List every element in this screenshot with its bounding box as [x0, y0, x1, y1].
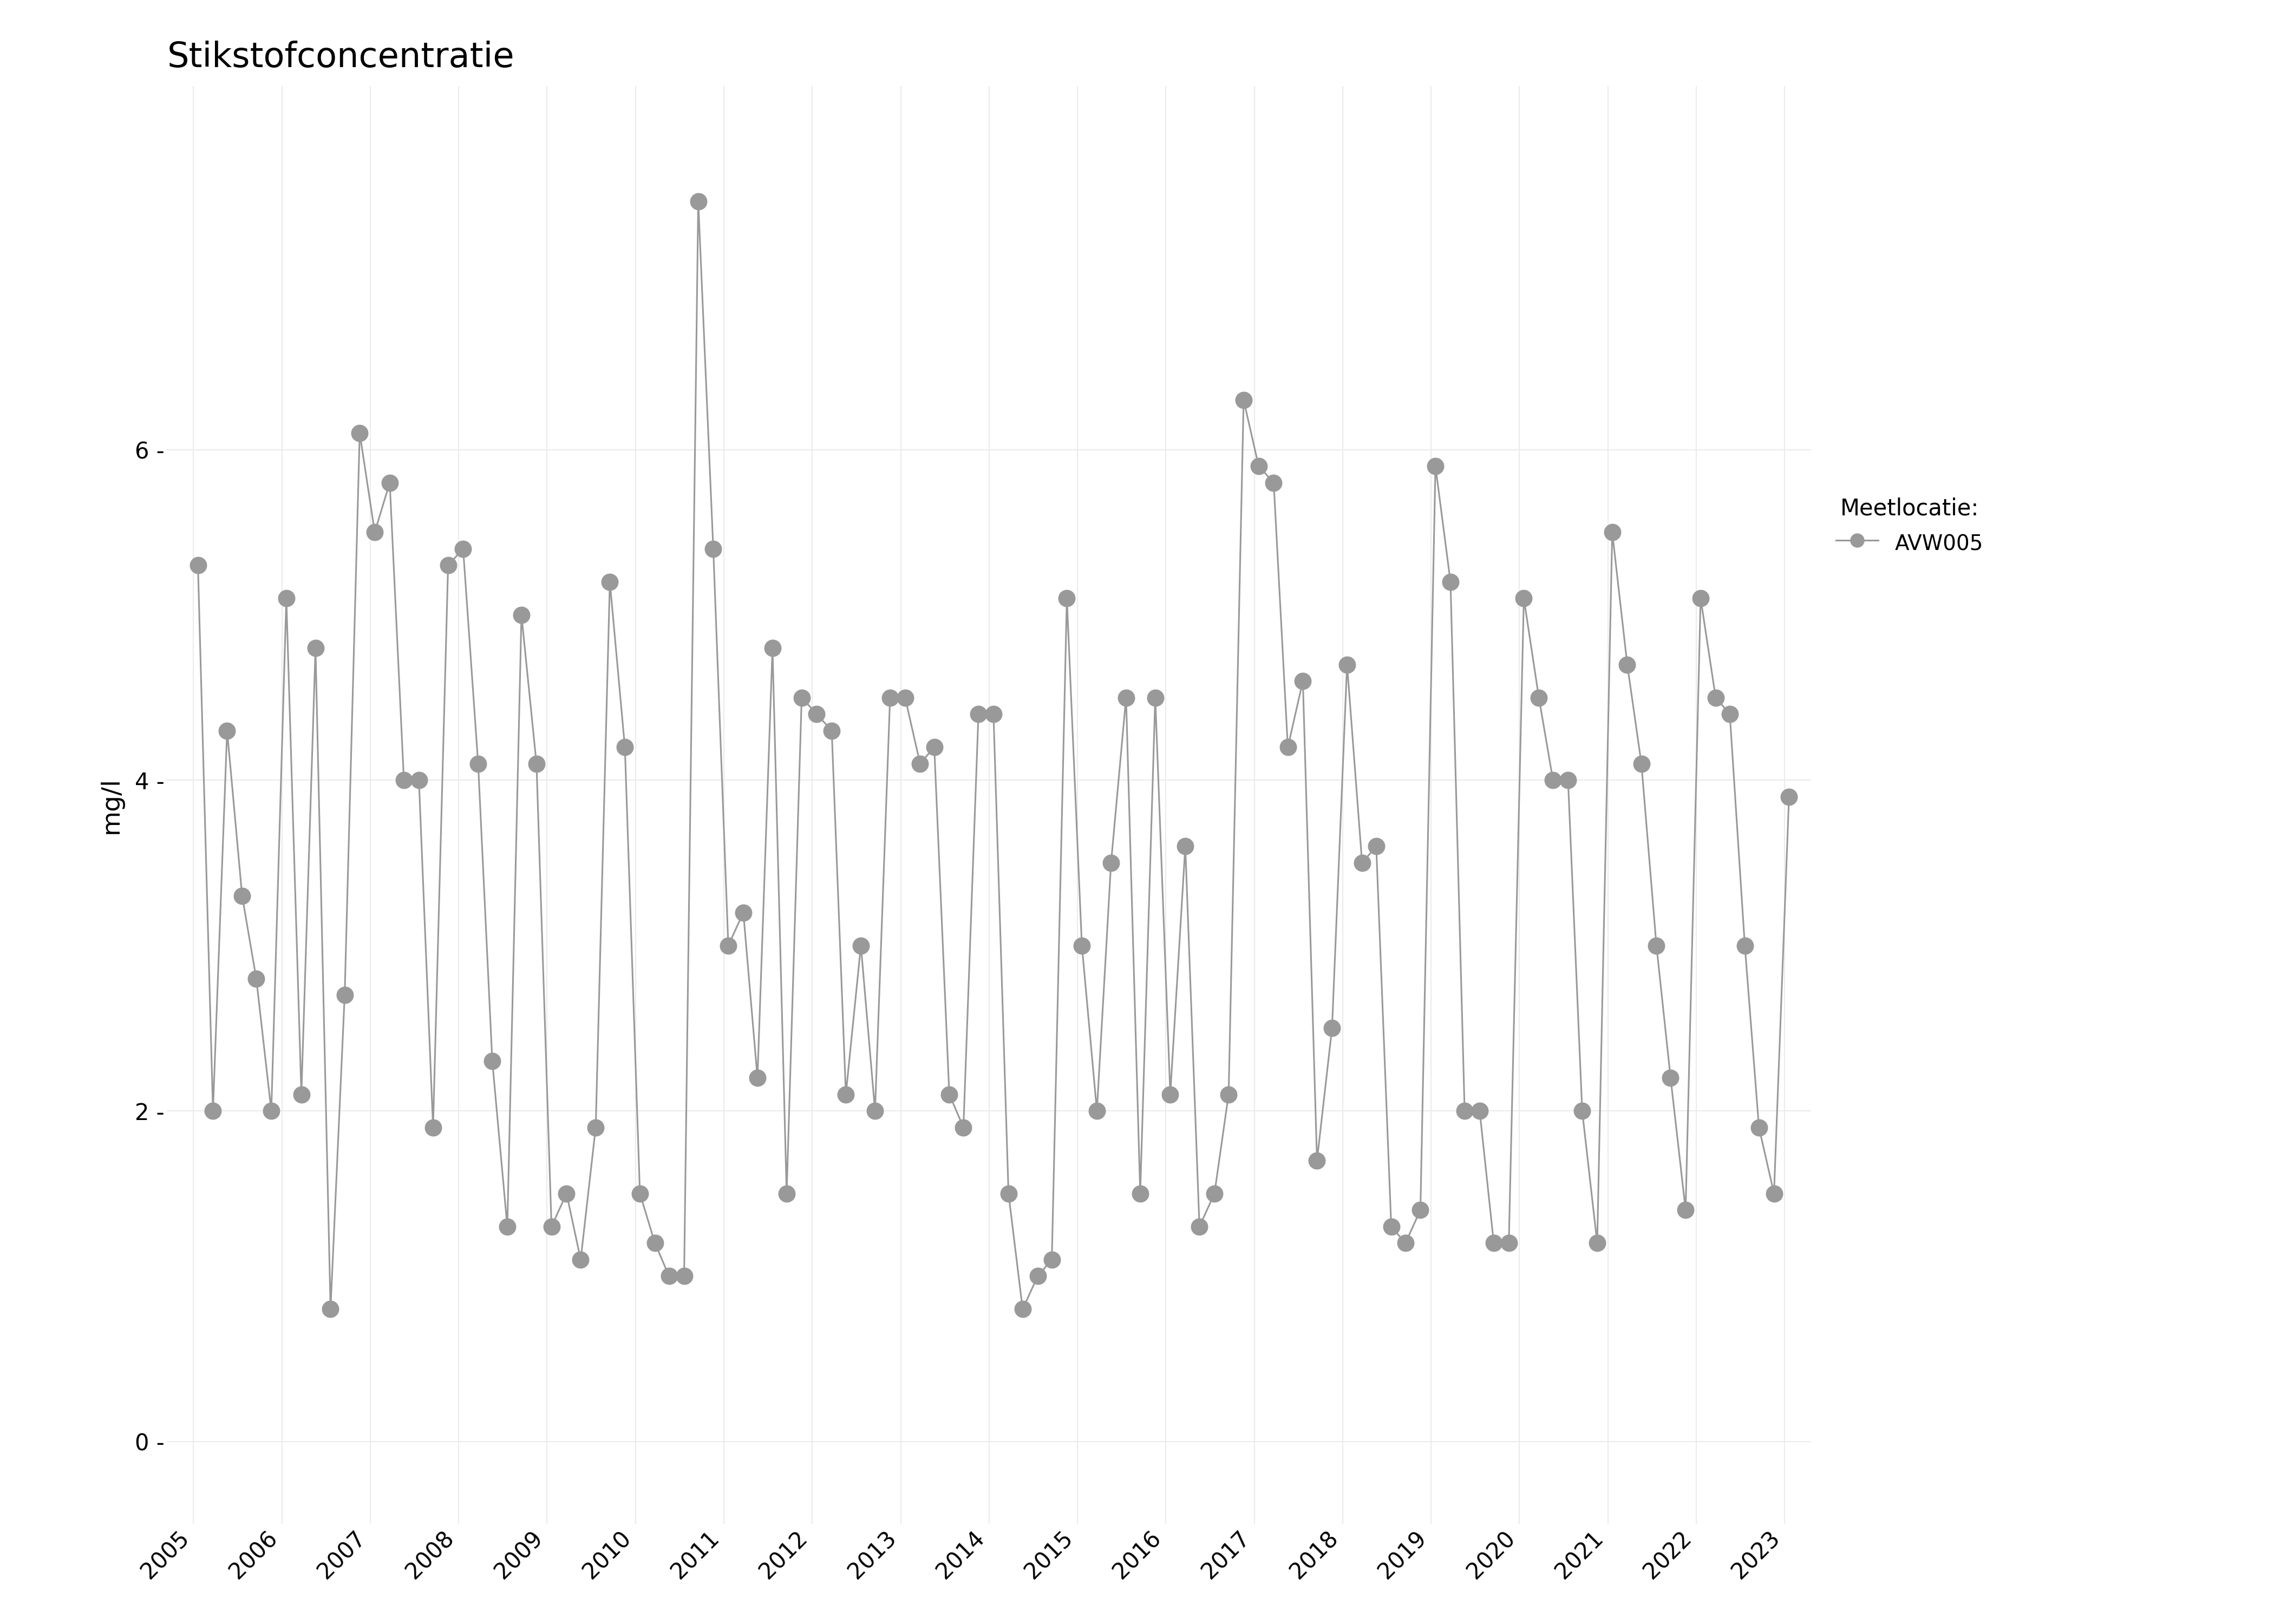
Y-axis label: mg/l: mg/l — [100, 776, 123, 833]
Text: Stikstofconcentratie: Stikstofconcentratie — [166, 41, 514, 75]
Legend: AVW005: AVW005 — [1828, 489, 1992, 565]
